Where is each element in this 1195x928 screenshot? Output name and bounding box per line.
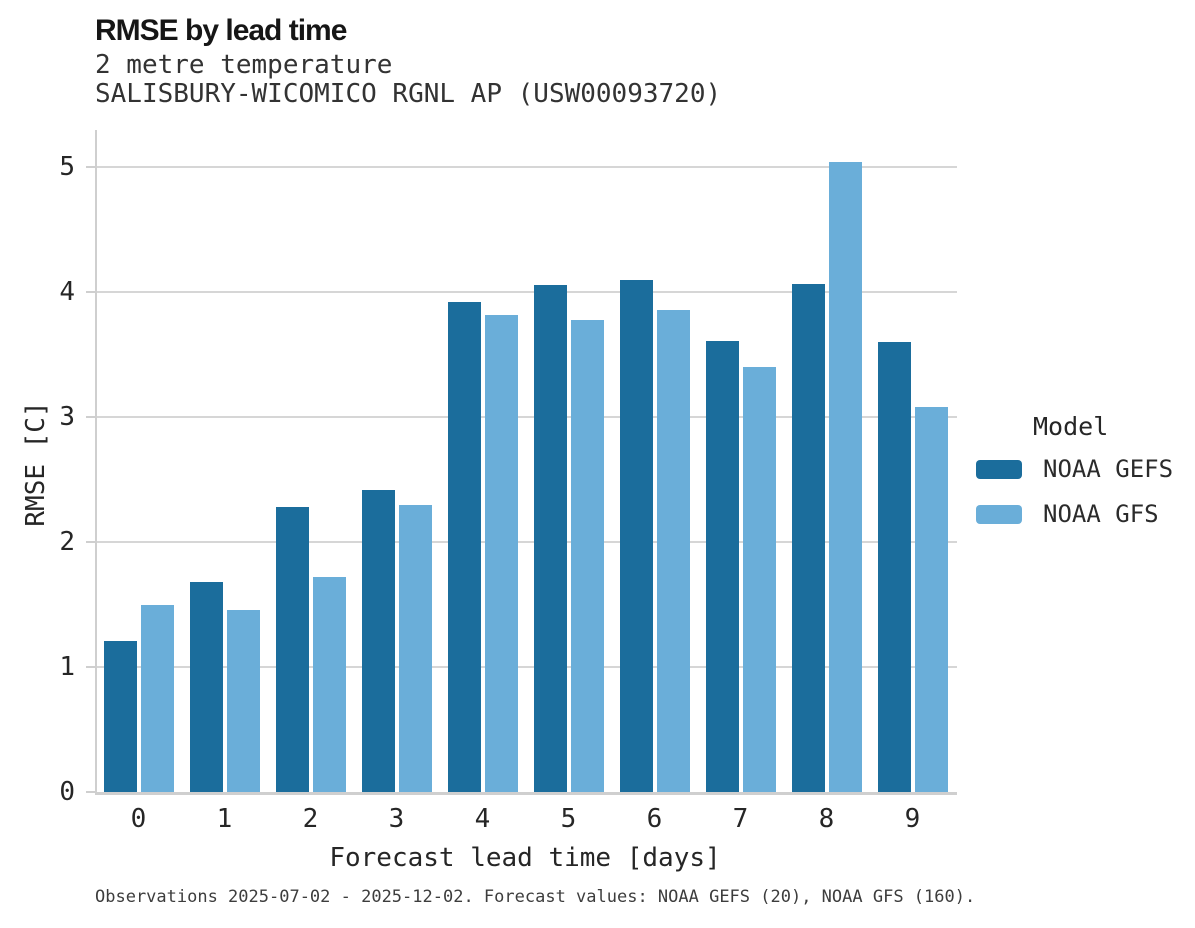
bar-noaa-gfs-lead-3: [398, 504, 432, 792]
chart-title: RMSE by lead time: [95, 14, 347, 47]
bar-noaa-gfs-lead-9: [914, 407, 948, 792]
y-tick-mark-5: [86, 166, 95, 169]
legend-entries: NOAA GEFS NOAA GFS: [976, 455, 1195, 528]
x-tick-label-7: 7: [732, 804, 749, 834]
y-tick-mark-4: [86, 291, 95, 294]
y-tick-label-4: 4: [59, 277, 75, 308]
y-tick-label-5: 5: [59, 152, 75, 183]
bar-noaa-gefs-lead-5: [533, 284, 567, 792]
x-axis-title: Forecast lead time [days]: [329, 843, 721, 873]
bar-noaa-gefs-lead-0: [103, 640, 137, 792]
x-tick-label-3: 3: [388, 804, 405, 834]
x-tick-label-1: 1: [216, 804, 233, 834]
gridline-y-1: [97, 666, 957, 669]
y-axis-title: RMSE [C]: [21, 401, 51, 527]
y-tick-label-0: 0: [59, 777, 75, 807]
x-tick-label-9: 9: [904, 804, 921, 834]
x-tick-label-8: 8: [818, 804, 835, 834]
bar-noaa-gfs-lead-5: [570, 319, 604, 792]
y-tick-label-1: 1: [59, 652, 75, 683]
legend-title: Model: [1033, 412, 1109, 441]
gridline-y-4: [97, 291, 957, 294]
x-tick-label-0: 0: [130, 804, 147, 834]
y-tick-label-2: 2: [59, 527, 75, 558]
chart-subtitle-station: SALISBURY-WICOMICO RGNL AP (USW00093720): [95, 79, 722, 109]
x-tick-label-6: 6: [646, 804, 663, 834]
footer-caption: Observations 2025-07-02 - 2025-12-02. Fo…: [95, 887, 976, 907]
bar-noaa-gefs-lead-8: [791, 283, 825, 792]
y-tick-mark-1: [86, 666, 95, 669]
bar-noaa-gefs-lead-1: [189, 582, 223, 792]
legend-swatch-noaa-gefs: [976, 459, 1022, 479]
chart-subtitle-variable: 2 metre temperature: [95, 50, 393, 80]
gridline-y-2: [97, 541, 957, 544]
y-tick-mark-2: [86, 541, 95, 544]
x-tick-label-5: 5: [560, 804, 577, 834]
x-tick-label-2: 2: [302, 804, 319, 834]
y-tick-mark-0: [86, 791, 95, 793]
bar-noaa-gefs-lead-6: [619, 279, 653, 792]
bar-noaa-gfs-lead-7: [742, 367, 776, 792]
bar-noaa-gefs-lead-9: [877, 342, 911, 792]
bar-noaa-gfs-lead-8: [828, 162, 862, 792]
bar-noaa-gfs-lead-1: [226, 609, 260, 792]
x-tick-label-4: 4: [474, 804, 491, 834]
legend-label-noaa-gfs: NOAA GFS: [1043, 500, 1159, 528]
legend-entry-noaa-gefs: NOAA GEFS: [976, 455, 1195, 483]
gridline-y-5: [97, 166, 957, 169]
legend: Model NOAA GEFS NOAA GFS: [976, 412, 1195, 545]
legend-swatch-noaa-gfs: [976, 504, 1022, 524]
bar-noaa-gfs-lead-2: [312, 577, 346, 792]
legend-label-noaa-gefs: NOAA GEFS: [1043, 455, 1174, 483]
bar-noaa-gefs-lead-2: [275, 507, 309, 792]
bar-noaa-gfs-lead-0: [140, 604, 174, 792]
bar-noaa-gfs-lead-6: [656, 309, 690, 792]
bar-noaa-gefs-lead-3: [361, 489, 395, 792]
y-tick-mark-3: [86, 416, 95, 419]
bar-noaa-gfs-lead-4: [484, 314, 518, 792]
plot-area: 0 1 2 3 4 5 0 1 2 3 4 5 6 7 8 9: [59, 130, 957, 832]
bar-noaa-gefs-lead-7: [705, 341, 739, 792]
bar-noaa-gefs-lead-4: [447, 302, 481, 792]
y-tick-label-3: 3: [59, 402, 75, 433]
gridline-y-3: [97, 416, 957, 419]
legend-entry-noaa-gfs: NOAA GFS: [976, 500, 1195, 528]
